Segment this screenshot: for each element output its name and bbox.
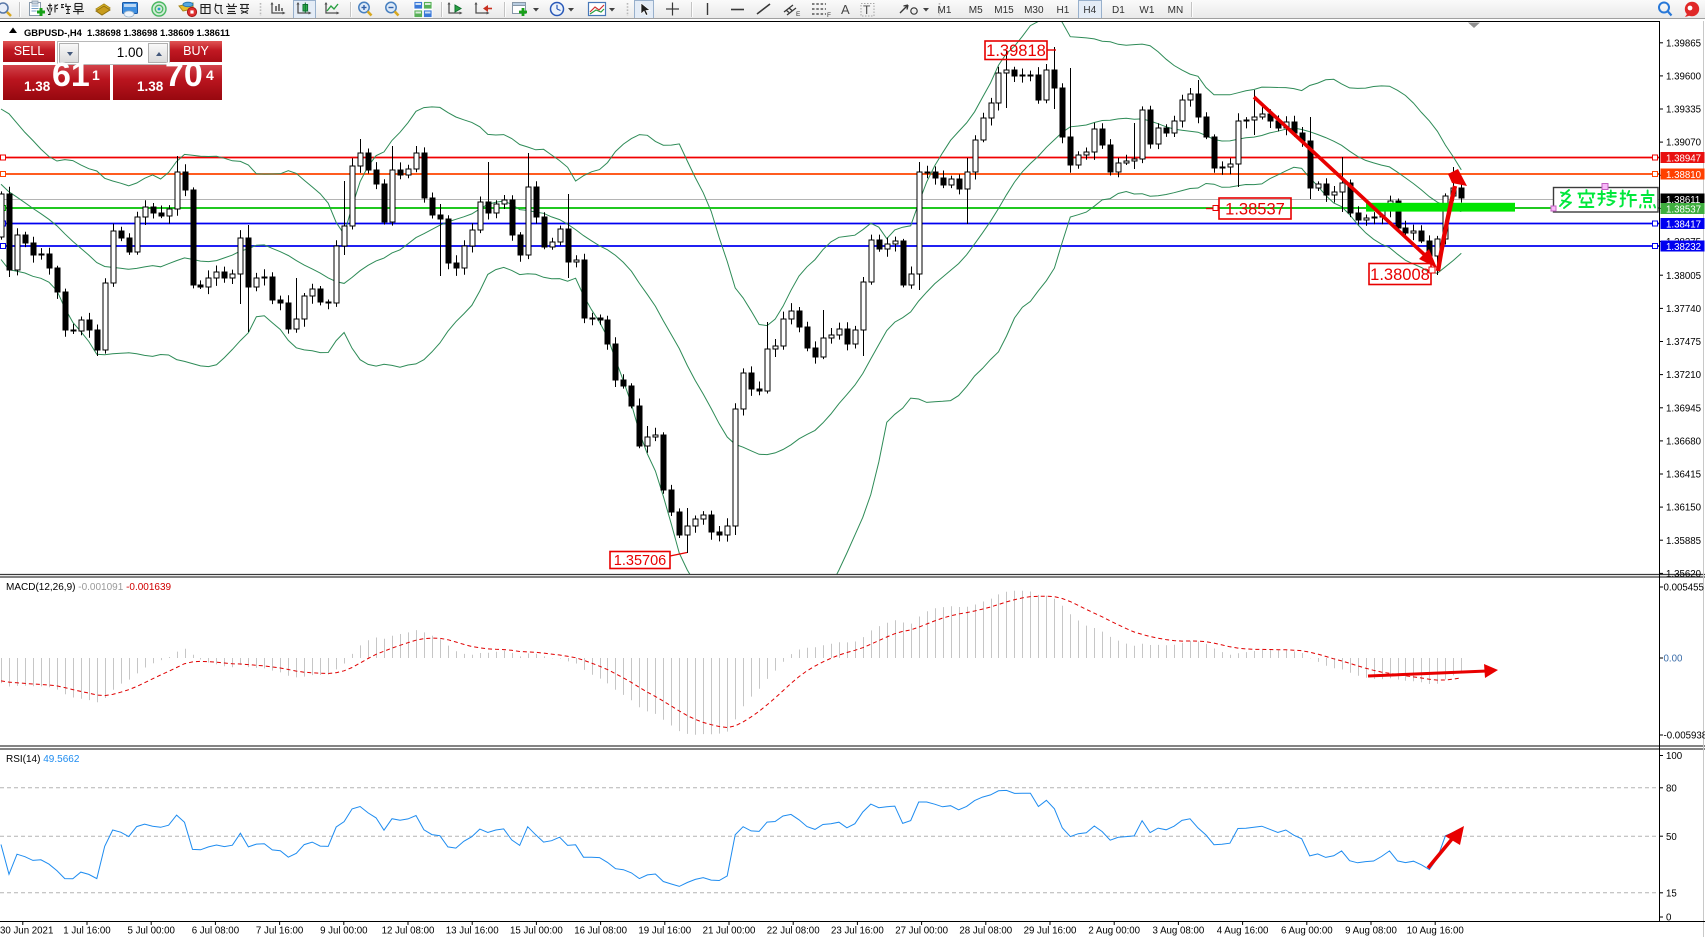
svg-text:1.38417: 1.38417 bbox=[1666, 219, 1701, 230]
svg-text:6 Aug 00:00: 6 Aug 00:00 bbox=[1281, 926, 1333, 937]
svg-text:1.35706: 1.35706 bbox=[614, 553, 666, 569]
svg-text:1.37740: 1.37740 bbox=[1666, 304, 1702, 315]
svg-text:1.38537: 1.38537 bbox=[1666, 204, 1701, 215]
svg-text:30 Jun 2021: 30 Jun 2021 bbox=[0, 926, 53, 937]
svg-text:1.35620: 1.35620 bbox=[1666, 569, 1702, 580]
svg-text:5 Jul 00:00: 5 Jul 00:00 bbox=[127, 926, 175, 937]
svg-text:M5: M5 bbox=[969, 5, 983, 16]
svg-text:13 Jul 16:00: 13 Jul 16:00 bbox=[446, 926, 499, 937]
svg-text:D1: D1 bbox=[1112, 5, 1125, 16]
svg-text:H4: H4 bbox=[1083, 5, 1096, 16]
svg-text:1.39070: 1.39070 bbox=[1666, 138, 1702, 149]
svg-text:80: 80 bbox=[1666, 783, 1677, 794]
svg-text:1.38810: 1.38810 bbox=[1666, 170, 1702, 181]
svg-text:1.38008: 1.38008 bbox=[1370, 266, 1430, 284]
svg-text:27 Jul 00:00: 27 Jul 00:00 bbox=[895, 926, 948, 937]
svg-text:19 Jul 16:00: 19 Jul 16:00 bbox=[638, 926, 691, 937]
svg-text:M1: M1 bbox=[938, 5, 952, 16]
svg-text:21 Jul 00:00: 21 Jul 00:00 bbox=[703, 926, 756, 937]
svg-text:1.39600: 1.39600 bbox=[1666, 72, 1702, 83]
svg-text:28 Jul 08:00: 28 Jul 08:00 bbox=[959, 926, 1012, 937]
svg-text:-0.005938: -0.005938 bbox=[1664, 731, 1705, 742]
svg-text:1.35885: 1.35885 bbox=[1666, 536, 1701, 547]
svg-text:4 Aug 16:00: 4 Aug 16:00 bbox=[1217, 926, 1269, 937]
svg-text:E: E bbox=[796, 11, 801, 18]
svg-text:15: 15 bbox=[1666, 888, 1677, 899]
svg-text:6 Jul 08:00: 6 Jul 08:00 bbox=[192, 926, 240, 937]
svg-text:1.36415: 1.36415 bbox=[1666, 470, 1701, 481]
svg-text:50: 50 bbox=[1666, 832, 1677, 843]
svg-text:1.36150: 1.36150 bbox=[1666, 503, 1702, 514]
svg-text:M15: M15 bbox=[994, 5, 1014, 16]
svg-text:A: A bbox=[841, 2, 850, 17]
svg-text:2 Aug 00:00: 2 Aug 00:00 bbox=[1088, 926, 1140, 937]
svg-text:10 Aug 16:00: 10 Aug 16:00 bbox=[1407, 926, 1465, 937]
svg-text:1.38232: 1.38232 bbox=[1666, 242, 1701, 253]
svg-text:T: T bbox=[863, 3, 871, 17]
svg-text:0: 0 bbox=[1666, 913, 1672, 924]
svg-text:9 Aug 08:00: 9 Aug 08:00 bbox=[1345, 926, 1397, 937]
svg-text:MACD(12,26,9) -0.001091 -0.001: MACD(12,26,9) -0.001091 -0.001639 bbox=[6, 582, 172, 593]
svg-text:12 Jul 08:00: 12 Jul 08:00 bbox=[382, 926, 435, 937]
svg-text:29 Jul 16:00: 29 Jul 16:00 bbox=[1024, 926, 1077, 937]
svg-text:F: F bbox=[827, 12, 831, 19]
svg-text:0.005455: 0.005455 bbox=[1664, 583, 1704, 594]
svg-text:W1: W1 bbox=[1139, 5, 1154, 16]
svg-text:3 Aug 08:00: 3 Aug 08:00 bbox=[1153, 926, 1205, 937]
svg-text:16 Jul 08:00: 16 Jul 08:00 bbox=[574, 926, 627, 937]
svg-text:GBPUSD-,H4 1.38698 1.38698 1.: GBPUSD-,H4 1.38698 1.38698 1.38609 1.386… bbox=[24, 27, 230, 38]
svg-text:0.00: 0.00 bbox=[1664, 654, 1683, 665]
svg-text:M30: M30 bbox=[1024, 5, 1044, 16]
svg-text:100: 100 bbox=[1666, 751, 1683, 762]
svg-text:1.37475: 1.37475 bbox=[1666, 337, 1701, 348]
svg-text:1.36945: 1.36945 bbox=[1666, 403, 1701, 414]
svg-text:22 Jul 08:00: 22 Jul 08:00 bbox=[767, 926, 820, 937]
svg-text:1.38947: 1.38947 bbox=[1666, 153, 1701, 164]
svg-text:1.38611: 1.38611 bbox=[1666, 195, 1700, 206]
svg-text:H1: H1 bbox=[1057, 5, 1070, 16]
svg-text:1.39335: 1.39335 bbox=[1666, 105, 1701, 116]
svg-text:1.38005: 1.38005 bbox=[1666, 271, 1701, 282]
svg-text:RSI(14) 49.5662: RSI(14) 49.5662 bbox=[6, 754, 80, 765]
svg-text:1.38537: 1.38537 bbox=[1225, 200, 1285, 218]
svg-text:23 Jul 16:00: 23 Jul 16:00 bbox=[831, 926, 884, 937]
svg-text:1 Jul 16:00: 1 Jul 16:00 bbox=[63, 926, 111, 937]
svg-text:7 Jul 16:00: 7 Jul 16:00 bbox=[256, 926, 304, 937]
svg-text:MN: MN bbox=[1168, 5, 1184, 16]
svg-text:1.39818: 1.39818 bbox=[986, 42, 1046, 60]
svg-text:1.36680: 1.36680 bbox=[1666, 437, 1702, 448]
svg-text:1.39865: 1.39865 bbox=[1666, 38, 1701, 49]
svg-text:15 Jul 00:00: 15 Jul 00:00 bbox=[510, 926, 563, 937]
svg-text:9 Jul 00:00: 9 Jul 00:00 bbox=[320, 926, 368, 937]
svg-text:1.37210: 1.37210 bbox=[1666, 370, 1702, 381]
